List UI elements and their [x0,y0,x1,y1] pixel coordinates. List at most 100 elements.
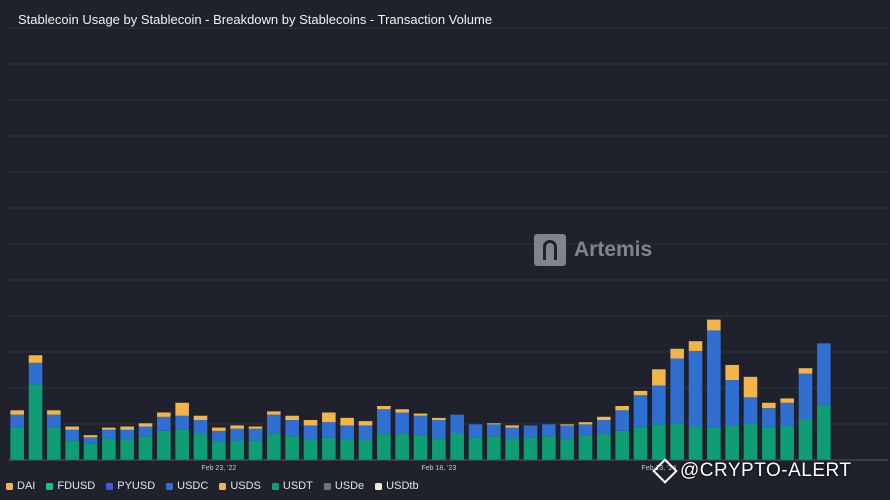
bar-usdc-21 [395,412,409,435]
legend-swatch [271,482,279,490]
bar-usdt-9 [175,429,189,460]
legend-item-usdc[interactable]: USDC [166,480,208,492]
legend-item-usdtb[interactable]: USDtb [375,480,419,492]
bar-usdc-13 [248,428,263,441]
bar-usdt-5 [102,438,116,460]
bar-usdc-3 [65,429,79,441]
bar-usdt-23 [432,438,446,460]
bar-usdc-31 [578,424,593,436]
bar-usdc-41 [762,408,776,428]
bar-usdt-38 [707,427,721,460]
bar-usdc-39 [725,380,739,426]
bar-usdc-9 [175,415,189,430]
bar-usdt-29 [542,436,556,460]
bar-usdt-32 [597,434,611,460]
legend-item-dai[interactable]: DAI [6,480,35,492]
bar-usdt-3 [65,440,79,460]
bar-usdc-0 [10,414,24,428]
bar-usdc-15 [285,420,299,437]
bar-usds-10 [193,415,208,421]
bar-usdc-6 [120,429,134,440]
bar-usdt-19 [358,439,373,460]
bar-usdc-5 [102,429,116,439]
legend-label: FDUSD [57,480,96,492]
legend-swatch [219,482,227,490]
bar-usdt-16 [303,439,318,460]
bar-usds-14 [267,411,281,415]
gridlines [8,27,888,461]
bar-usdc-40 [743,397,758,424]
bar-usds-35 [652,369,666,386]
bar-usdc-38 [707,330,721,428]
bar-usdt-13 [248,440,263,460]
bar-usdt-30 [560,438,574,460]
bar-usds-17 [322,412,336,423]
bar-usdt-11 [212,441,226,460]
bar-usdc-26 [487,424,501,437]
bar-usds-1 [28,355,43,363]
bar-usdt-12 [230,440,244,460]
bar-usds-23 [432,417,446,421]
bar-usdt-39 [725,425,739,460]
bar-usds-21 [395,409,409,413]
bar-usdc-27 [505,427,519,439]
bar-usdc-18 [340,425,354,440]
legend-item-usde[interactable]: USDe [323,480,365,492]
crypto-alert-watermark: @CRYPTO-ALERT [652,458,852,484]
bar-usdc-1 [28,362,43,385]
bar-usdt-15 [285,436,299,460]
bar-usds-33 [615,406,629,411]
bar-usdc-10 [193,420,208,433]
bar-usds-7 [138,423,153,427]
legend-label: USDe [334,480,365,492]
bar-usdt-41 [762,427,776,460]
bar-usds-13 [248,426,263,429]
legend-label: USDS [230,480,261,492]
bar-usds-9 [175,402,189,416]
bar-usds-3 [65,426,79,430]
legend-swatch [106,482,114,490]
bar-usds-0 [10,410,24,415]
legend-item-usds[interactable]: USDS [219,480,261,492]
bar-usdc-14 [267,414,281,435]
bar-usdc-25 [468,424,483,438]
bar-usdc-4 [83,437,98,444]
legend-swatch [323,482,331,490]
chart-title: Stablecoin Usage by Stablecoin - Breakdo… [18,12,493,27]
bar-usdt-18 [340,439,354,460]
bar-usdt-8 [157,430,171,460]
bar-usds-30 [560,424,574,426]
bar-usds-32 [597,416,611,421]
bar-usds-31 [578,422,593,425]
bar-usdt-25 [468,437,483,460]
legend-item-pyusd[interactable]: PYUSD [106,480,155,492]
bar-usdc-22 [413,415,428,436]
bar-usdt-4 [83,443,98,460]
binance-logo-icon [652,458,678,484]
bar-usdc-23 [432,420,446,439]
bar-usdc-35 [652,385,666,425]
artemis-logo-icon [534,234,566,266]
bar-usds-4 [83,435,98,438]
bar-usdt-34 [633,427,648,460]
legend-item-fdusd[interactable]: FDUSD [46,480,95,492]
bar-usds-22 [413,413,428,416]
bar-usds-6 [120,426,134,430]
bar-usdc-30 [560,425,574,439]
bar-usds-39 [725,364,739,381]
bar-usdt-1 [28,384,43,460]
bar-usds-34 [633,390,648,396]
bar-usdt-42 [780,426,794,460]
legend-swatch [375,482,383,490]
bar-usds-41 [762,402,776,409]
bar-usdt-20 [377,434,391,460]
legend-item-usdt[interactable]: USDT [271,480,313,492]
bar-usdc-19 [358,425,373,440]
bar-usdt-35 [652,424,666,460]
bar-usds-43 [798,368,813,374]
bar-usdt-22 [413,435,428,460]
bar-usdt-14 [267,434,281,460]
legend-label: PYUSD [117,480,156,492]
bar-usds-40 [743,376,758,398]
